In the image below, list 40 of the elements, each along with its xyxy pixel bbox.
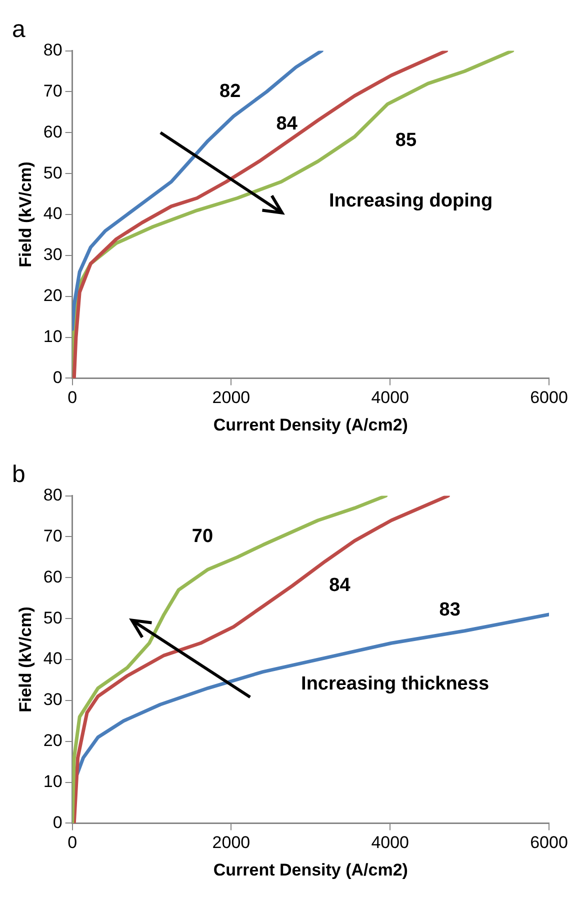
x-tick-label: 0 [68, 833, 78, 852]
chart-title: a [12, 16, 26, 44]
y-tick-label: 30 [43, 690, 62, 710]
x-tick-label: 0 [68, 388, 78, 408]
y-tick-label: 40 [43, 204, 62, 224]
x-tick-label: 2000 [212, 388, 250, 408]
y-tick-label: 0 [52, 368, 62, 387]
y-tick-label: 80 [43, 40, 62, 60]
y-tick-label: 50 [43, 608, 62, 628]
series-label: 83 [439, 600, 460, 621]
series-label: 84 [329, 575, 351, 596]
annotation: Increasing thickness [301, 673, 490, 694]
annotation: Increasing doping [328, 190, 493, 212]
y-tick-label: 40 [43, 649, 62, 668]
y-tick-label: 80 [43, 485, 62, 504]
x-tick-label: 4000 [371, 388, 410, 408]
series-label: 82 [220, 80, 241, 102]
y-tick-label: 70 [43, 81, 62, 100]
x-axis-title: Current Density (A/cm2) [213, 860, 408, 880]
x-tick-label: 6000 [530, 833, 568, 852]
y-axis-title: Field (kV/cm) [16, 162, 35, 268]
x-tick-label: 4000 [371, 833, 410, 852]
y-tick-label: 60 [43, 567, 62, 586]
y-tick-label: 20 [43, 286, 62, 306]
y-tick-label: 50 [43, 163, 62, 182]
x-tick-label: 6000 [530, 388, 568, 408]
y-tick-label: 20 [43, 731, 62, 750]
y-axis-title: Field (kV/cm) [16, 606, 35, 712]
y-tick-label: 60 [43, 122, 62, 142]
series-label: 85 [395, 130, 417, 152]
y-tick-label: 30 [43, 245, 62, 264]
y-tick-label: 0 [52, 812, 62, 832]
y-tick-label: 10 [43, 326, 62, 346]
x-tick-label: 2000 [212, 833, 250, 852]
x-axis-title: Current Density (A/cm2) [213, 415, 408, 434]
series-label: 70 [192, 526, 214, 547]
series-label: 84 [276, 114, 298, 135]
y-tick-label: 70 [43, 526, 62, 546]
y-tick-label: 10 [43, 772, 62, 791]
chart-title: b [12, 461, 26, 488]
